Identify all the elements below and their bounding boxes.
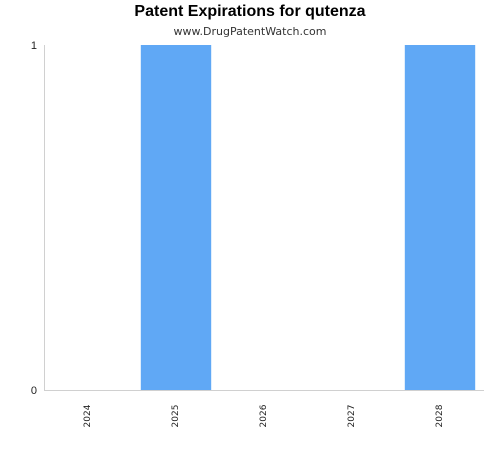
- x-axis-ticks: 2024 2025 2026 2027 2028: [83, 404, 445, 427]
- x-tick-label: 2026: [259, 404, 269, 427]
- y-tick-label: 0: [31, 385, 37, 397]
- bar-2028: [405, 45, 475, 390]
- x-tick-label: 2027: [347, 405, 357, 428]
- y-axis-ticks: 01: [31, 40, 37, 397]
- bar-2025: [141, 45, 211, 390]
- x-tick-label: 2028: [435, 404, 445, 427]
- x-tick-label: 2024: [83, 404, 93, 427]
- bars-group: [141, 45, 475, 390]
- y-tick-label: 1: [31, 40, 37, 52]
- x-tick-label: 2025: [171, 405, 181, 428]
